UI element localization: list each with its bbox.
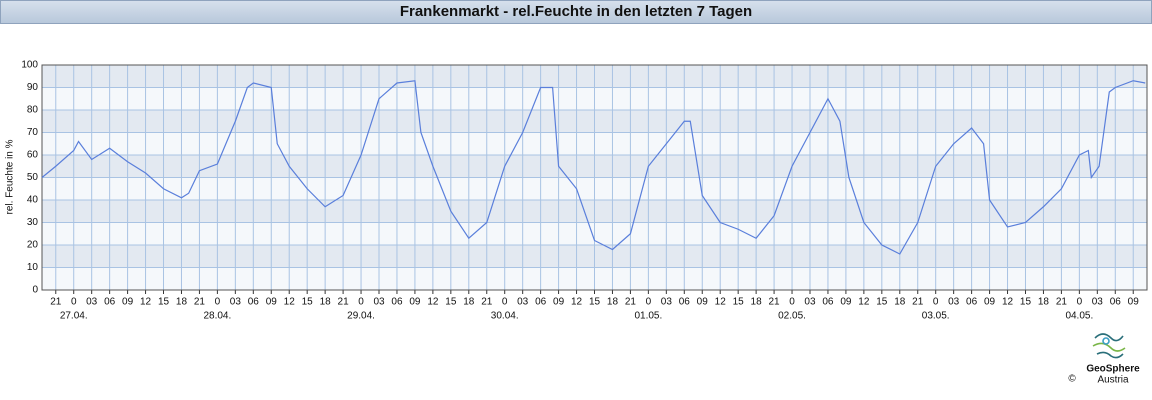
x-tick-label: 12: [715, 297, 727, 308]
date-label: 27.04.: [60, 311, 88, 322]
x-tick-label: 03: [86, 297, 98, 308]
x-tick-label: 15: [158, 297, 170, 308]
x-tick-label: 09: [840, 297, 852, 308]
x-tick-label: 12: [140, 297, 152, 308]
x-tick-label: 21: [194, 297, 206, 308]
x-tick-label: 0: [646, 297, 652, 308]
y-tick-label: 40: [27, 195, 39, 206]
date-label: 30.04.: [491, 311, 519, 322]
x-tick-label: 06: [822, 297, 834, 308]
line-series: [41, 80, 1146, 255]
x-tick-label: 09: [984, 297, 996, 308]
x-tick-label: 03: [948, 297, 960, 308]
x-tick-label: 03: [804, 297, 816, 308]
x-tick-label: 21: [481, 297, 493, 308]
x-tick-label: 06: [535, 297, 547, 308]
x-tick-label: 15: [733, 297, 745, 308]
x-tick-label: 21: [338, 297, 350, 308]
x-tick-label: 21: [769, 297, 781, 308]
x-tick-label: 12: [571, 297, 583, 308]
date-label: 04.05.: [1065, 311, 1093, 322]
x-tick-label: 12: [1002, 297, 1014, 308]
x-tick-label: 15: [445, 297, 457, 308]
y-tick-label: 100: [21, 60, 38, 71]
x-tick-label: 03: [1092, 297, 1104, 308]
x-tick-label: 0: [502, 297, 508, 308]
y-tick-label: 80: [27, 105, 39, 116]
x-tick-label: 09: [697, 297, 709, 308]
x-tick-label: 06: [104, 297, 116, 308]
x-tick-label: 06: [248, 297, 260, 308]
x-tick-label: 21: [1056, 297, 1068, 308]
y-tick-label: 70: [27, 127, 39, 138]
x-tick-label: 0: [358, 297, 364, 308]
x-tick-label: 18: [1038, 297, 1050, 308]
chart-title: Frankenmarkt - rel.Feuchte in den letzte…: [0, 0, 1152, 24]
copyright: ©: [1068, 374, 1076, 385]
date-label: 01.05.: [634, 311, 662, 322]
x-tick-label: 09: [122, 297, 134, 308]
date-label: 28.04.: [203, 311, 231, 322]
date-label: 29.04.: [347, 311, 375, 322]
y-tick-label: 90: [27, 82, 39, 93]
y-tick-label: 10: [27, 262, 39, 273]
x-tick-label: 21: [625, 297, 637, 308]
brand: GeoSphere: [1086, 364, 1140, 375]
x-tick-label: 15: [1020, 297, 1032, 308]
x-tick-label: 06: [679, 297, 691, 308]
x-tick-label: 18: [751, 297, 763, 308]
y-tick-label: 50: [27, 172, 39, 183]
x-tick-label: 03: [373, 297, 385, 308]
y-tick-label: 30: [27, 217, 39, 228]
x-tick-label: 18: [607, 297, 619, 308]
x-tick-label: 0: [215, 297, 221, 308]
x-tick-label: 18: [894, 297, 906, 308]
x-tick-label: 18: [176, 297, 188, 308]
x-tick-label: 0: [1077, 297, 1083, 308]
x-tick-label: 03: [230, 297, 242, 308]
x-tick-label: 03: [661, 297, 673, 308]
x-tick-label: 15: [876, 297, 888, 308]
x-tick-label: 09: [553, 297, 565, 308]
y-tick-label: 0: [32, 285, 38, 296]
x-tick-label: 21: [50, 297, 62, 308]
x-tick-label: 15: [589, 297, 601, 308]
y-axis-label: rel. Feuchte in %: [5, 139, 16, 214]
x-tick-label: 06: [391, 297, 403, 308]
x-tick-label: 21: [912, 297, 924, 308]
y-tick-label: 20: [27, 240, 39, 251]
x-tick-label: 12: [427, 297, 439, 308]
x-tick-label: 09: [409, 297, 421, 308]
x-tick-label: 06: [1110, 297, 1122, 308]
x-tick-label: 12: [858, 297, 870, 308]
logo-icon: [1092, 333, 1126, 359]
x-tick-label: 03: [517, 297, 529, 308]
x-tick-label: 0: [71, 297, 77, 308]
x-tick-label: 15: [302, 297, 314, 308]
x-tick-label: 18: [320, 297, 332, 308]
y-tick-label: 60: [27, 150, 39, 161]
x-tick-label: 0: [789, 297, 795, 308]
x-tick-label: 18: [463, 297, 475, 308]
x-tick-label: 12: [284, 297, 296, 308]
date-label: 03.05.: [922, 311, 950, 322]
x-tick-label: 09: [266, 297, 278, 308]
x-tick-label: 06: [966, 297, 978, 308]
x-tick-label: 09: [1128, 297, 1140, 308]
brand-sub: Austria: [1097, 375, 1129, 386]
x-tick-label: 0: [933, 297, 939, 308]
date-label: 02.05.: [778, 311, 806, 322]
